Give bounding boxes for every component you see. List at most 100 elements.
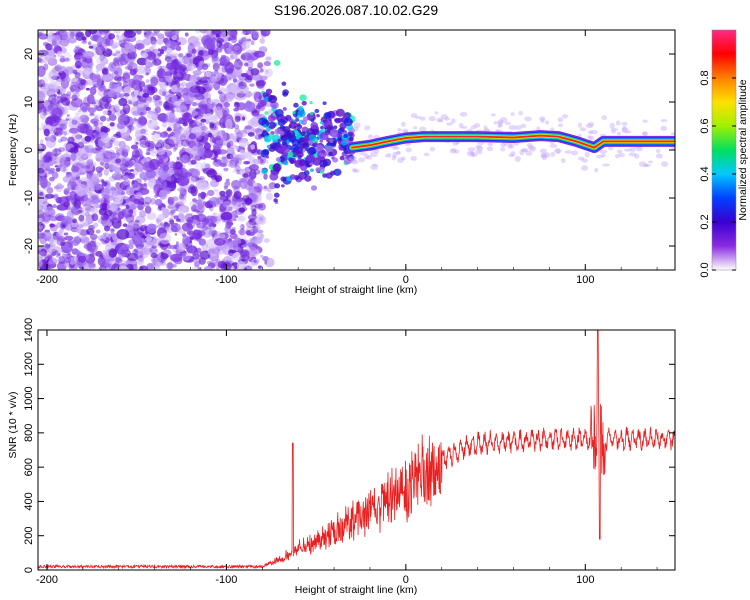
spectrogram-noise-blob bbox=[80, 149, 87, 154]
spectrogram-noise-blob bbox=[236, 169, 240, 175]
spectrogram-noise-blob bbox=[131, 79, 142, 91]
colorbar-tick-label: 0.4 bbox=[699, 166, 711, 181]
spectrogram-noise-blob bbox=[82, 67, 93, 75]
spectrogram-noise-blob bbox=[99, 85, 105, 93]
spectrogram-noise-blob bbox=[144, 236, 153, 242]
spectrogram-noise-blob bbox=[189, 68, 194, 72]
spectrogram-noise-blob bbox=[94, 114, 101, 120]
spectrogram-noise-blob bbox=[171, 85, 178, 93]
spectrogram-halo-blob bbox=[461, 125, 468, 129]
spectrogram-noise-blob bbox=[237, 215, 246, 222]
spectrogram-noise-blob bbox=[142, 93, 150, 98]
spectrogram-halo-blob bbox=[358, 157, 366, 163]
spectrogram-noise-blob bbox=[242, 116, 246, 121]
spectrogram-halo-blob bbox=[621, 125, 627, 132]
spectrogram-noise-blob bbox=[250, 40, 255, 46]
spectrogram-noise-blob bbox=[196, 76, 202, 81]
spectrogram-noise-blob bbox=[125, 204, 130, 210]
spectrogram-noise-blob bbox=[254, 235, 263, 245]
spectrogram-noise-blob bbox=[253, 259, 257, 264]
spectrogram-noise-blob bbox=[142, 38, 152, 46]
spectrogram-halo-blob bbox=[497, 121, 503, 128]
spectrogram-noise-blob bbox=[223, 184, 229, 188]
spectrogram-noise-blob bbox=[225, 194, 231, 199]
spectrogram-noise-blob bbox=[150, 36, 157, 45]
spectrogram-xtick-label: -100 bbox=[215, 274, 237, 286]
spectrogram-halo-blob bbox=[413, 126, 418, 130]
spectrogram-noise-blob bbox=[229, 140, 234, 147]
spectrogram-noise-blob bbox=[99, 102, 103, 107]
spectrogram-noise-blob bbox=[240, 73, 249, 78]
spectrogram-transition-blob bbox=[281, 184, 285, 188]
spectrogram-halo-blob bbox=[366, 155, 373, 160]
spectrogram-noise-blob bbox=[195, 179, 208, 190]
spectrogram-noise-blob bbox=[223, 88, 230, 94]
spectrogram-halo-blob bbox=[579, 127, 587, 132]
spectrogram-transition-blob bbox=[295, 118, 300, 122]
spectrogram-noise-blob bbox=[222, 156, 230, 164]
spectrogram-noise-blob bbox=[139, 255, 143, 258]
spectrogram-transition-blob bbox=[293, 102, 299, 108]
spectrogram-noise-blob bbox=[129, 69, 137, 76]
spectrogram-noise-blob bbox=[131, 149, 140, 159]
spectrogram-noise-blob bbox=[123, 260, 127, 265]
spectrogram-noise-blob bbox=[192, 265, 201, 270]
spectrogram-noise-blob bbox=[51, 148, 62, 156]
spectrogram-halo-blob bbox=[351, 126, 359, 132]
spectrogram-noise-blob bbox=[164, 221, 168, 225]
spectrogram-transition-blob bbox=[289, 121, 298, 129]
spectrogram-noise-blob bbox=[233, 45, 240, 51]
spectrogram-noise-blob bbox=[237, 203, 242, 208]
spectrogram-transition-blob bbox=[348, 136, 354, 142]
spectrogram-noise-blob bbox=[216, 149, 228, 155]
spectrogram-noise-blob bbox=[85, 263, 92, 268]
spectrogram-noise-blob bbox=[150, 49, 162, 60]
spectrogram-noise-blob bbox=[147, 84, 155, 91]
spectrogram-noise-blob bbox=[224, 62, 235, 74]
spectrogram-transition-blob bbox=[299, 137, 305, 143]
spectrogram-halo-blob bbox=[473, 123, 481, 128]
spectrogram-noise-blob bbox=[97, 256, 106, 267]
spectrogram-noise-blob bbox=[209, 215, 218, 224]
spectrogram-transition-blob bbox=[288, 117, 294, 123]
spectrogram-transition-blob bbox=[289, 157, 297, 164]
spectrogram-noise-blob bbox=[81, 206, 93, 213]
spectrogram-noise-blob bbox=[174, 117, 187, 124]
spectrogram-noise-blob bbox=[103, 58, 108, 62]
spectrogram-noise-blob bbox=[103, 81, 107, 85]
spectrogram-noise-blob bbox=[259, 233, 265, 240]
spectrogram-noise-blob bbox=[245, 220, 257, 228]
spectrogram-noise-blob bbox=[132, 110, 140, 117]
spectrogram-noise-blob bbox=[117, 188, 124, 196]
spectrogram-noise-blob bbox=[38, 225, 44, 229]
spectrogram-noise-blob bbox=[64, 257, 72, 264]
spectrogram-noise-blob bbox=[69, 30, 81, 37]
spectrogram-noise-blob bbox=[251, 74, 263, 81]
spectrogram-noise-blob bbox=[95, 105, 104, 112]
spectrogram-noise-blob bbox=[122, 71, 131, 79]
spectrogram-noise-blob bbox=[132, 84, 136, 88]
spectrogram-noise-blob bbox=[235, 145, 239, 151]
spectrogram-noise-blob bbox=[152, 58, 162, 66]
spectrogram-noise-blob bbox=[166, 127, 172, 132]
spectrogram-noise-blob bbox=[53, 193, 59, 201]
spectrogram-noise-blob bbox=[203, 148, 213, 159]
spectrogram-halo-blob bbox=[428, 115, 436, 122]
spectrogram-halo-blob bbox=[660, 161, 669, 167]
spectrogram-noise-blob bbox=[135, 142, 139, 145]
spectrogram-noise-blob bbox=[200, 118, 207, 123]
spectrogram-noise-blob bbox=[120, 166, 127, 172]
spectrogram-halo-blob bbox=[367, 134, 374, 139]
spectrogram-transition-blob bbox=[269, 143, 277, 150]
spectrogram-noise-blob bbox=[52, 194, 59, 199]
spectrogram-noise-blob bbox=[265, 159, 269, 164]
spectrogram-noise-blob bbox=[153, 58, 157, 62]
spectrogram-noise-blob bbox=[135, 163, 141, 169]
spectrogram-noise-blob bbox=[223, 102, 230, 108]
spectrogram-noise-blob bbox=[189, 236, 194, 240]
spectrogram-noise-blob bbox=[211, 30, 222, 35]
spectrogram-noise-blob bbox=[44, 165, 51, 171]
spectrogram-noise-blob bbox=[165, 75, 173, 82]
spectrogram-halo-blob bbox=[529, 145, 537, 152]
spectrogram-noise-blob bbox=[93, 115, 99, 122]
